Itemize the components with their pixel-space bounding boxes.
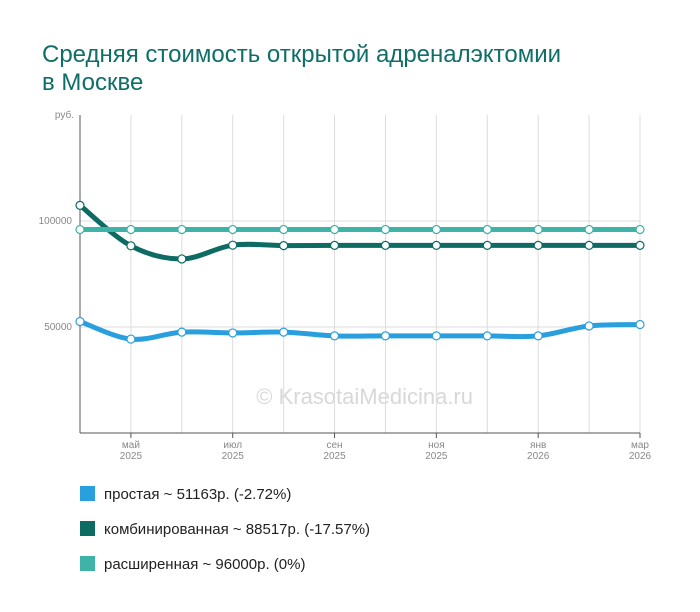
legend-label: расширенная ~ 96000р. (0%) [104, 556, 305, 573]
data-point [533, 331, 543, 341]
y-tick-label: 50000 [44, 322, 72, 333]
data-point [126, 224, 136, 235]
data-point [482, 331, 492, 341]
data-point [279, 327, 289, 337]
data-point [584, 240, 594, 250]
series-line [78, 203, 641, 262]
x-tick-label: ноя 2025 [425, 440, 448, 462]
data-point [482, 240, 492, 250]
data-point [329, 224, 340, 235]
data-point [380, 331, 391, 341]
x-tick-label: мар 2026 [629, 440, 652, 462]
data-point [329, 240, 340, 250]
series-line [79, 319, 641, 342]
data-point [75, 224, 85, 235]
data-point [584, 224, 594, 235]
watermark: © KrasotaiMedicina.ru [256, 384, 473, 409]
data-point [177, 327, 187, 337]
data-point [126, 334, 136, 344]
data-point [533, 240, 543, 250]
y-tick-label: 100000 [39, 216, 73, 227]
legend-label: комбинированная ~ 88517р. (-17.57%) [104, 521, 370, 538]
legend-swatch [80, 556, 95, 571]
data-point [635, 224, 645, 235]
data-point [482, 224, 492, 235]
plot-area: 50000 100000 май 2025 июл 2025 сен 2025 ноя 2025 я… [39, 115, 652, 462]
data-point [380, 224, 391, 235]
x-tick-label: сен 2025 [323, 440, 346, 462]
data-point [431, 224, 441, 235]
data-point [75, 200, 85, 210]
data-point [431, 240, 441, 250]
data-point [635, 240, 645, 250]
data-point [177, 254, 187, 264]
data-point [228, 240, 238, 250]
data-point [279, 224, 289, 235]
data-point [584, 321, 594, 331]
data-point [228, 328, 238, 338]
data-point [177, 224, 187, 235]
x-tick-label: июл 2025 [222, 440, 245, 462]
x-tick-label: янв 2026 [527, 440, 550, 462]
chart-title: Средняя стоимость открытой адреналэктоми… [42, 41, 561, 96]
data-point [635, 319, 645, 330]
x-tick-label: май 2025 [120, 440, 143, 462]
data-point [329, 331, 340, 341]
data-point [279, 240, 289, 251]
legend-swatch [80, 521, 95, 536]
data-point [126, 241, 136, 251]
data-point [380, 240, 391, 250]
data-point [228, 224, 238, 235]
legend-swatch [80, 486, 95, 501]
data-point [75, 316, 85, 327]
data-point [431, 331, 441, 341]
data-point [533, 224, 543, 235]
legend-label: простая ~ 51163р. (-2.72%) [104, 486, 291, 503]
y-unit: руб. [55, 109, 74, 121]
